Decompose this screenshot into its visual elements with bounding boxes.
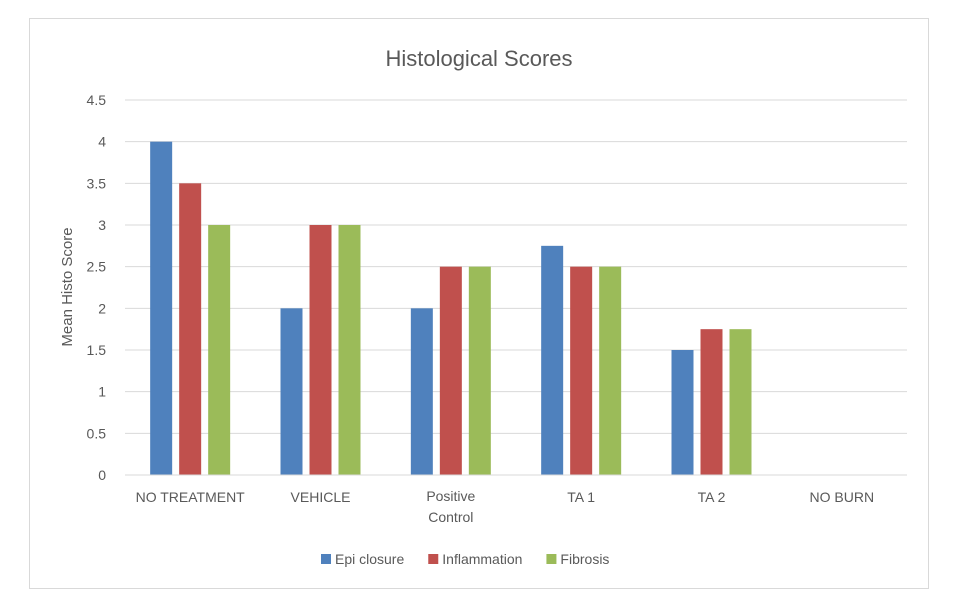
legend-label: Inflammation bbox=[442, 551, 522, 567]
y-tick-label: 3 bbox=[98, 217, 106, 233]
bar-epi-closure bbox=[541, 245, 564, 475]
bar-fibrosis bbox=[208, 225, 231, 475]
chart-title: Histological Scores bbox=[385, 46, 572, 71]
bars bbox=[150, 141, 752, 476]
bar-inflammation bbox=[700, 329, 723, 475]
bar-epi-closure bbox=[410, 308, 433, 475]
bar-fibrosis bbox=[729, 329, 752, 475]
legend: Epi closure Inflammation Fibrosis bbox=[321, 551, 609, 567]
x-category-label: VEHICLE bbox=[291, 489, 351, 505]
y-tick-label: 3.5 bbox=[87, 175, 107, 191]
legend-swatch bbox=[546, 554, 557, 564]
x-category-label: Control bbox=[428, 509, 473, 525]
y-tick-label: 1.5 bbox=[87, 342, 107, 358]
bar-inflammation bbox=[439, 266, 462, 475]
legend-label: Epi closure bbox=[335, 551, 404, 567]
y-tick-label: 0.5 bbox=[87, 425, 107, 441]
bar-epi-closure bbox=[280, 308, 303, 475]
y-tick-label: 4 bbox=[98, 134, 106, 150]
legend-label: Fibrosis bbox=[560, 551, 609, 567]
bar-fibrosis bbox=[338, 225, 361, 475]
bar-inflammation bbox=[570, 266, 593, 475]
bar-fibrosis bbox=[468, 266, 491, 475]
gridlines bbox=[125, 99, 907, 434]
bar-epi-closure bbox=[671, 350, 694, 475]
bar-inflammation bbox=[309, 225, 332, 475]
y-tick-label: 2.5 bbox=[87, 259, 107, 275]
legend-swatch bbox=[428, 554, 439, 564]
y-tick-label: 4.5 bbox=[87, 92, 107, 108]
bar-fibrosis bbox=[599, 266, 622, 475]
y-tick-label: 1 bbox=[98, 384, 106, 400]
x-axis-categories: NO TREATMENT VEHICLE Positive Control TA 1 TA… bbox=[136, 488, 875, 525]
y-axis-ticks: 0 0.5 1 1.5 2 2.5 3 3.5 4 4.5 bbox=[87, 92, 107, 483]
y-tick-label: 0 bbox=[98, 467, 106, 483]
x-category-label: NO BURN bbox=[810, 489, 875, 505]
bar-inflammation bbox=[179, 183, 202, 476]
legend-swatch bbox=[321, 554, 331, 564]
x-category-label: NO TREATMENT bbox=[136, 489, 246, 505]
x-category-label: TA 1 bbox=[567, 489, 595, 505]
x-category-label: TA 2 bbox=[698, 489, 726, 505]
bar-epi-closure bbox=[150, 141, 173, 475]
y-axis-title: Mean Histo Score bbox=[59, 227, 76, 346]
y-tick-label: 2 bbox=[98, 300, 106, 316]
x-category-label: Positive bbox=[426, 488, 475, 504]
